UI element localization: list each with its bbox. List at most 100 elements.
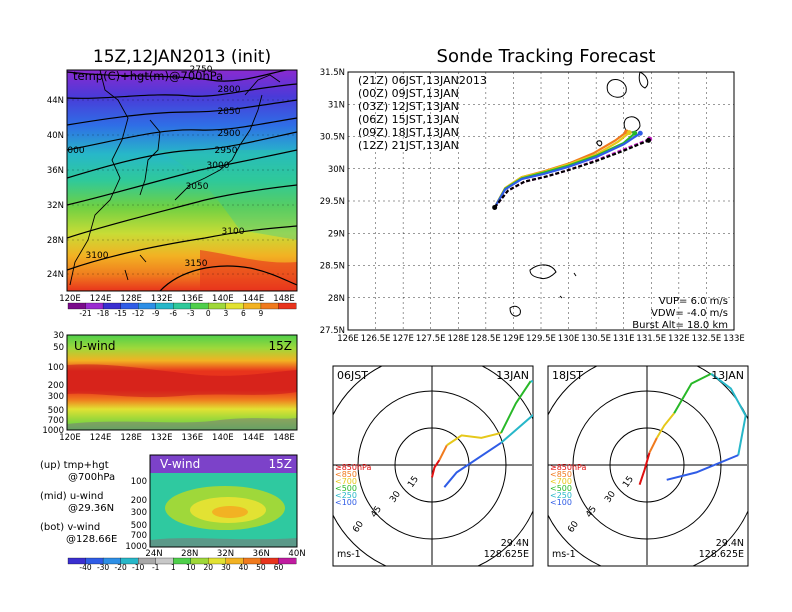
- hodograph-segment: [648, 437, 658, 454]
- lon-label: 128E: [447, 334, 469, 344]
- track-end-point: [646, 137, 652, 143]
- x-tick-label: 28N: [181, 549, 198, 559]
- hodograph-units: ms-1: [337, 549, 361, 560]
- level-label: <850: [335, 470, 357, 479]
- pressure-tick: 30: [53, 331, 64, 341]
- lon-label: 127E: [392, 334, 414, 344]
- level-label: <100: [335, 498, 357, 507]
- level-label: <500: [335, 484, 357, 493]
- x-tick-label: 136E: [181, 294, 203, 304]
- hodograph-units: ms-1: [552, 549, 576, 560]
- hodograph-segment: [710, 372, 747, 456]
- pressure-tick: 1000: [42, 426, 64, 436]
- hodograph-segment: [438, 444, 448, 461]
- x-tick-label: 124E: [90, 294, 112, 304]
- lat-label: 36N: [47, 166, 64, 176]
- lat-label: 28N: [47, 236, 64, 246]
- level-label: <700: [550, 477, 572, 486]
- x-tick-label: 124E: [90, 433, 112, 443]
- colorbar-tick: 20: [204, 563, 214, 572]
- level-label: ≥850hPa: [550, 463, 587, 472]
- vwind-time: 15Z: [269, 457, 293, 471]
- colorbar-tick: 10: [186, 563, 196, 572]
- contour-label: 2800: [218, 85, 241, 95]
- pressure-tick: 50: [53, 343, 64, 353]
- x-tick-label: 140E: [212, 294, 234, 304]
- lon-label: 128.5E: [471, 334, 501, 344]
- map-frame: [66, 69, 298, 292]
- vwind-frame: [149, 454, 298, 548]
- note-line: (bot) v-wind: [40, 522, 100, 533]
- hodograph-lon: 128.625E: [484, 549, 529, 560]
- tracking-params: VUP= 6.0 m/s VDW= -4.0 m/s Burst Alt= 18…: [632, 296, 728, 331]
- contour-label: 3000: [207, 161, 230, 171]
- x-tick-label: 148E: [273, 433, 295, 443]
- hodograph-segment: [500, 380, 532, 434]
- launch-point: [492, 204, 498, 210]
- lat-label: 30N: [328, 165, 345, 175]
- colorbar-tick: -40: [79, 563, 91, 572]
- lat-label: 40N: [47, 131, 64, 141]
- hodograph-segment: [446, 431, 502, 447]
- x-tick-label: 144E: [243, 294, 265, 304]
- hodograph-frame: [547, 365, 749, 567]
- track-end-point: [632, 130, 638, 136]
- colorbar-tick: 9: [259, 309, 264, 318]
- colorbar-tick: 40: [239, 563, 249, 572]
- legend-entry: (12Z) 21JST,13JAN: [358, 139, 459, 152]
- colorbar-tick: 30: [221, 563, 231, 572]
- map-lon-labels: 120E 124E 128E 132E 136E 140E 144E 148E: [59, 294, 295, 304]
- colorbar-tick: -18: [97, 309, 109, 318]
- panel-notes: (up) tmp+hgt @700hPa (mid) u-wind @29.36…: [40, 460, 117, 545]
- lat-label: 31N: [328, 100, 345, 110]
- coastlines: [69, 70, 281, 286]
- hodograph-segment: [656, 412, 675, 439]
- x-tick-label: 32N: [217, 549, 234, 559]
- lon-label: 127.5E: [416, 334, 446, 344]
- contour-label: 2850: [218, 107, 241, 117]
- tracking-lat-labels: 31.5N 31N 30.5N 30N 29.5N 29N 28.5N 28N 27.5N: [320, 68, 345, 336]
- hodograph-date: 13JAN: [711, 369, 744, 382]
- uwind-time: 15Z: [269, 339, 293, 353]
- jet-core: [67, 364, 297, 398]
- tracking-plot-area: [348, 72, 734, 330]
- track-line: [493, 132, 641, 209]
- x-tick-label: 132E: [151, 294, 173, 304]
- param-vdw: VDW= -4.0 m/s: [651, 308, 728, 319]
- colorbar-swatch: [278, 557, 297, 565]
- x-tick-label: 120E: [59, 294, 81, 304]
- note-line: @29.36N: [68, 503, 114, 514]
- tracking-legend: (21Z) 06JST,13JAN2013 (00Z) 09JST,13JAN …: [358, 74, 487, 152]
- hodograph-level-legend: ≥850hPa <850 <700 <500 <250 <100: [550, 463, 587, 507]
- track-line: [493, 139, 649, 209]
- uwind-label: U-wind: [74, 339, 115, 353]
- colorbar-tick: 6: [241, 309, 246, 318]
- contour-label: 3100: [86, 251, 109, 261]
- vwind-x-ticks: 24N 28N 32N 36N 40N: [145, 549, 305, 559]
- pressure-tick: 200: [48, 381, 64, 391]
- contour-label: 2750: [190, 65, 213, 75]
- vwind-upper: [150, 455, 297, 473]
- hodograph-segment: [638, 452, 651, 486]
- legend-entry: (06Z) 15JST,13JAN: [358, 113, 459, 126]
- lat-label: 32N: [47, 201, 64, 211]
- lat-label: 30.5N: [320, 133, 345, 143]
- note-line: @128.66E: [66, 534, 117, 545]
- colorbar-tick: 0: [206, 309, 211, 318]
- uwind-y-ticks: 30 50 100 200 300 500 700 1000: [42, 331, 64, 436]
- x-tick-label: 24N: [145, 549, 162, 559]
- hodograph-segment: [443, 441, 502, 488]
- lat-label: 27.5N: [320, 326, 345, 336]
- map-colorbar: -21 -18 -15 -12 -9 -6 -3 0 3 6 9: [67, 302, 297, 318]
- pressure-tick: 1000: [125, 542, 147, 552]
- pressure-tick: 300: [48, 392, 64, 402]
- x-tick-label: 120E: [59, 433, 81, 443]
- lat-label: 31.5N: [320, 68, 345, 78]
- lon-label: 126.5E: [361, 334, 391, 344]
- tracking-lon-labels: 126E 126.5E 127E 127.5E 128E 128.5E 129E 129.5E…: [337, 334, 745, 344]
- colorbar-tick: -9: [152, 309, 160, 318]
- note-line: @700hPa: [68, 472, 115, 483]
- pressure-tick: 300: [131, 508, 147, 518]
- colorbar-tick: -15: [114, 309, 126, 318]
